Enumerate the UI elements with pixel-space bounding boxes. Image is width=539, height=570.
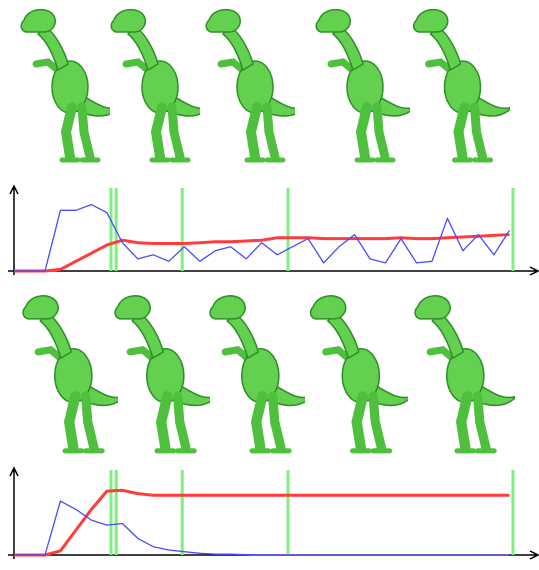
dinosaur-image — [21, 10, 120, 160]
axis — [10, 468, 18, 559]
dinosaur-row-top — [21, 10, 512, 160]
dinosaur-image — [115, 296, 217, 451]
data-line — [14, 501, 509, 555]
data-line — [14, 490, 509, 555]
dinosaur-image — [206, 10, 305, 160]
dinosaur-image — [415, 296, 517, 451]
dinosaur-row-bottom — [23, 296, 517, 451]
dinosaur-image — [111, 10, 210, 160]
dinosaur-image — [414, 10, 513, 160]
figure — [0, 0, 539, 570]
axis — [10, 186, 18, 275]
dinosaur-image — [311, 296, 413, 451]
page: (() => { const data = JSON.parse(documen… — [0, 0, 539, 570]
dinosaur-image — [316, 10, 415, 160]
dinosaur-image — [210, 296, 312, 451]
dinosaur-image — [23, 296, 125, 451]
axis — [8, 267, 538, 275]
